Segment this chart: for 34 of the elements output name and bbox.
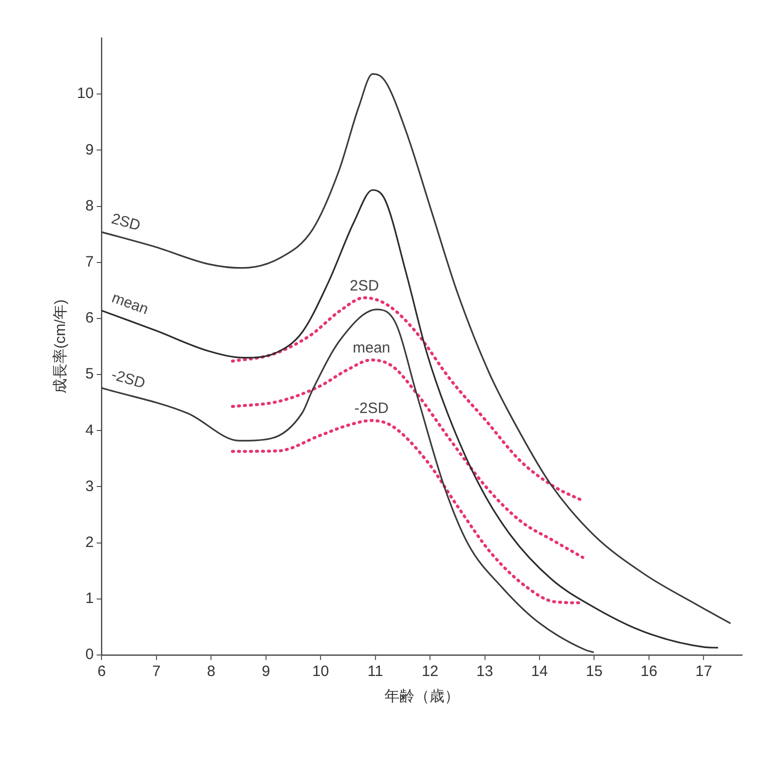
x-tick-label: 9: [262, 663, 270, 680]
y-tick-label: 2: [85, 534, 94, 551]
x-tick-label: 16: [640, 663, 658, 680]
y-tick-label: 5: [85, 366, 94, 383]
text: mean: [109, 289, 151, 318]
x-tick-label: 17: [695, 663, 712, 680]
y-tick-label: 1: [85, 590, 94, 608]
series-label: 2SD: [350, 277, 380, 294]
y-tick-label: 0: [85, 646, 94, 664]
x-tick-label: 15: [586, 663, 603, 680]
y-axis-title: 成長率(cm/年): [52, 299, 70, 394]
y-tick-label: 3: [85, 478, 94, 495]
x-tick-label: 8: [206, 663, 216, 680]
line-series: [230, 358, 584, 559]
x-tick-label: 7: [152, 663, 161, 680]
line-series: [230, 296, 584, 502]
y-tick-label: 8: [85, 197, 94, 214]
x-tick-label: 13: [476, 663, 494, 680]
series-label: mean: [352, 340, 390, 357]
x-tick-label: 10: [312, 663, 329, 680]
y-tick-label: 4: [85, 422, 94, 439]
x-tick-label: 11: [368, 663, 384, 680]
x-tick-label: 6: [98, 663, 106, 680]
series-label: -2SD: [354, 400, 389, 418]
y-tick-label: 10: [76, 85, 94, 102]
text: 2SD: [110, 210, 142, 235]
y-tick-label: 9: [85, 141, 94, 158]
x-tick-label: 14: [531, 663, 548, 680]
y-tick-label: 6: [85, 310, 94, 327]
x-axis-title: 年齢（歳）: [384, 688, 460, 706]
y-tick-label: 7: [85, 254, 94, 271]
x-tick-label: 12: [422, 663, 438, 680]
text: -2SD: [110, 366, 148, 392]
line-series: [102, 189, 718, 649]
